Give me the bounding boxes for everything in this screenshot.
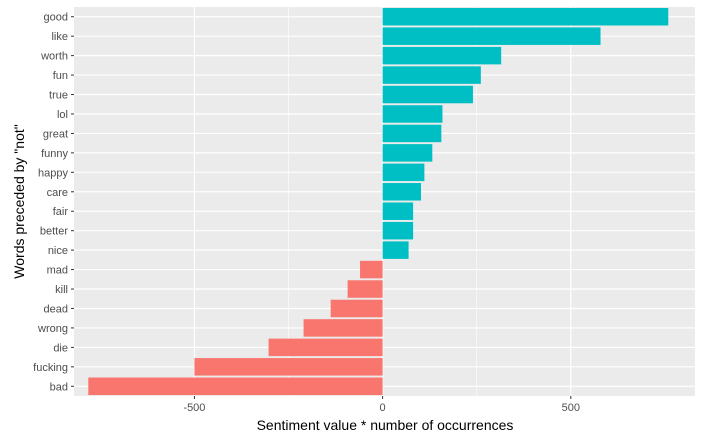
bar-great: [382, 124, 442, 143]
y-tick-label-nice: nice: [48, 245, 68, 257]
y-tick-label-mad: mad: [47, 265, 68, 277]
y-tick-label-true: true: [49, 90, 68, 102]
bar-kill: [347, 280, 383, 298]
bar-wrong: [303, 319, 383, 337]
y-tick-label-fucking: fucking: [33, 362, 68, 374]
y-tick-label-happy: happy: [38, 167, 68, 179]
y-tick-label-like: like: [51, 31, 68, 43]
bar-better: [382, 221, 414, 240]
bar-happy: [382, 163, 425, 182]
x-tick-label: -500: [183, 402, 205, 414]
y-tick-label-better: better: [40, 226, 68, 238]
bar-bad: [88, 377, 383, 396]
plot-panel: [74, 7, 695, 396]
bar-fun: [382, 66, 481, 84]
bar-like: [382, 27, 601, 45]
y-tick-label-fun: fun: [53, 70, 68, 82]
x-axis-title: Sentiment value * number of occurrences: [257, 417, 514, 433]
y-tick-labels: good like worth fun true lol great funny happy ca…: [33, 12, 74, 393]
bar-nice: [382, 241, 409, 259]
x-tick-label: 500: [562, 402, 580, 414]
bar-dead: [330, 299, 383, 318]
bar-funny: [382, 144, 433, 162]
bar-good: [382, 7, 669, 26]
y-axis-title: Words preceded by "not": [11, 124, 27, 278]
y-tick-label-good: good: [44, 12, 68, 24]
x-tick-label: 0: [380, 402, 386, 414]
y-tick-label-great: great: [43, 128, 68, 140]
bar-mad: [360, 260, 383, 279]
bar-true: [382, 85, 473, 104]
y-tick-label-wrong: wrong: [37, 323, 68, 335]
y-tick-label-die: die: [53, 342, 68, 354]
y-tick-label-worth: worth: [40, 51, 68, 63]
bar-fucking: [194, 358, 383, 376]
bar-die: [268, 338, 383, 357]
y-tick-label-dead: dead: [44, 303, 68, 315]
y-tick-label-bad: bad: [50, 381, 68, 393]
bar-lol: [382, 105, 443, 123]
bar-worth: [382, 46, 502, 65]
y-tick-label-care: care: [47, 187, 68, 199]
bars-group: [88, 7, 669, 396]
y-tick-label-fair: fair: [53, 206, 69, 218]
y-tick-label-funny: funny: [41, 148, 68, 160]
y-tick-label-kill: kill: [55, 284, 68, 296]
y-tick-label-lol: lol: [57, 109, 68, 121]
bar-care: [382, 183, 422, 201]
x-tick-labels: -500 0 500: [183, 396, 580, 414]
bar-fair: [382, 202, 414, 220]
